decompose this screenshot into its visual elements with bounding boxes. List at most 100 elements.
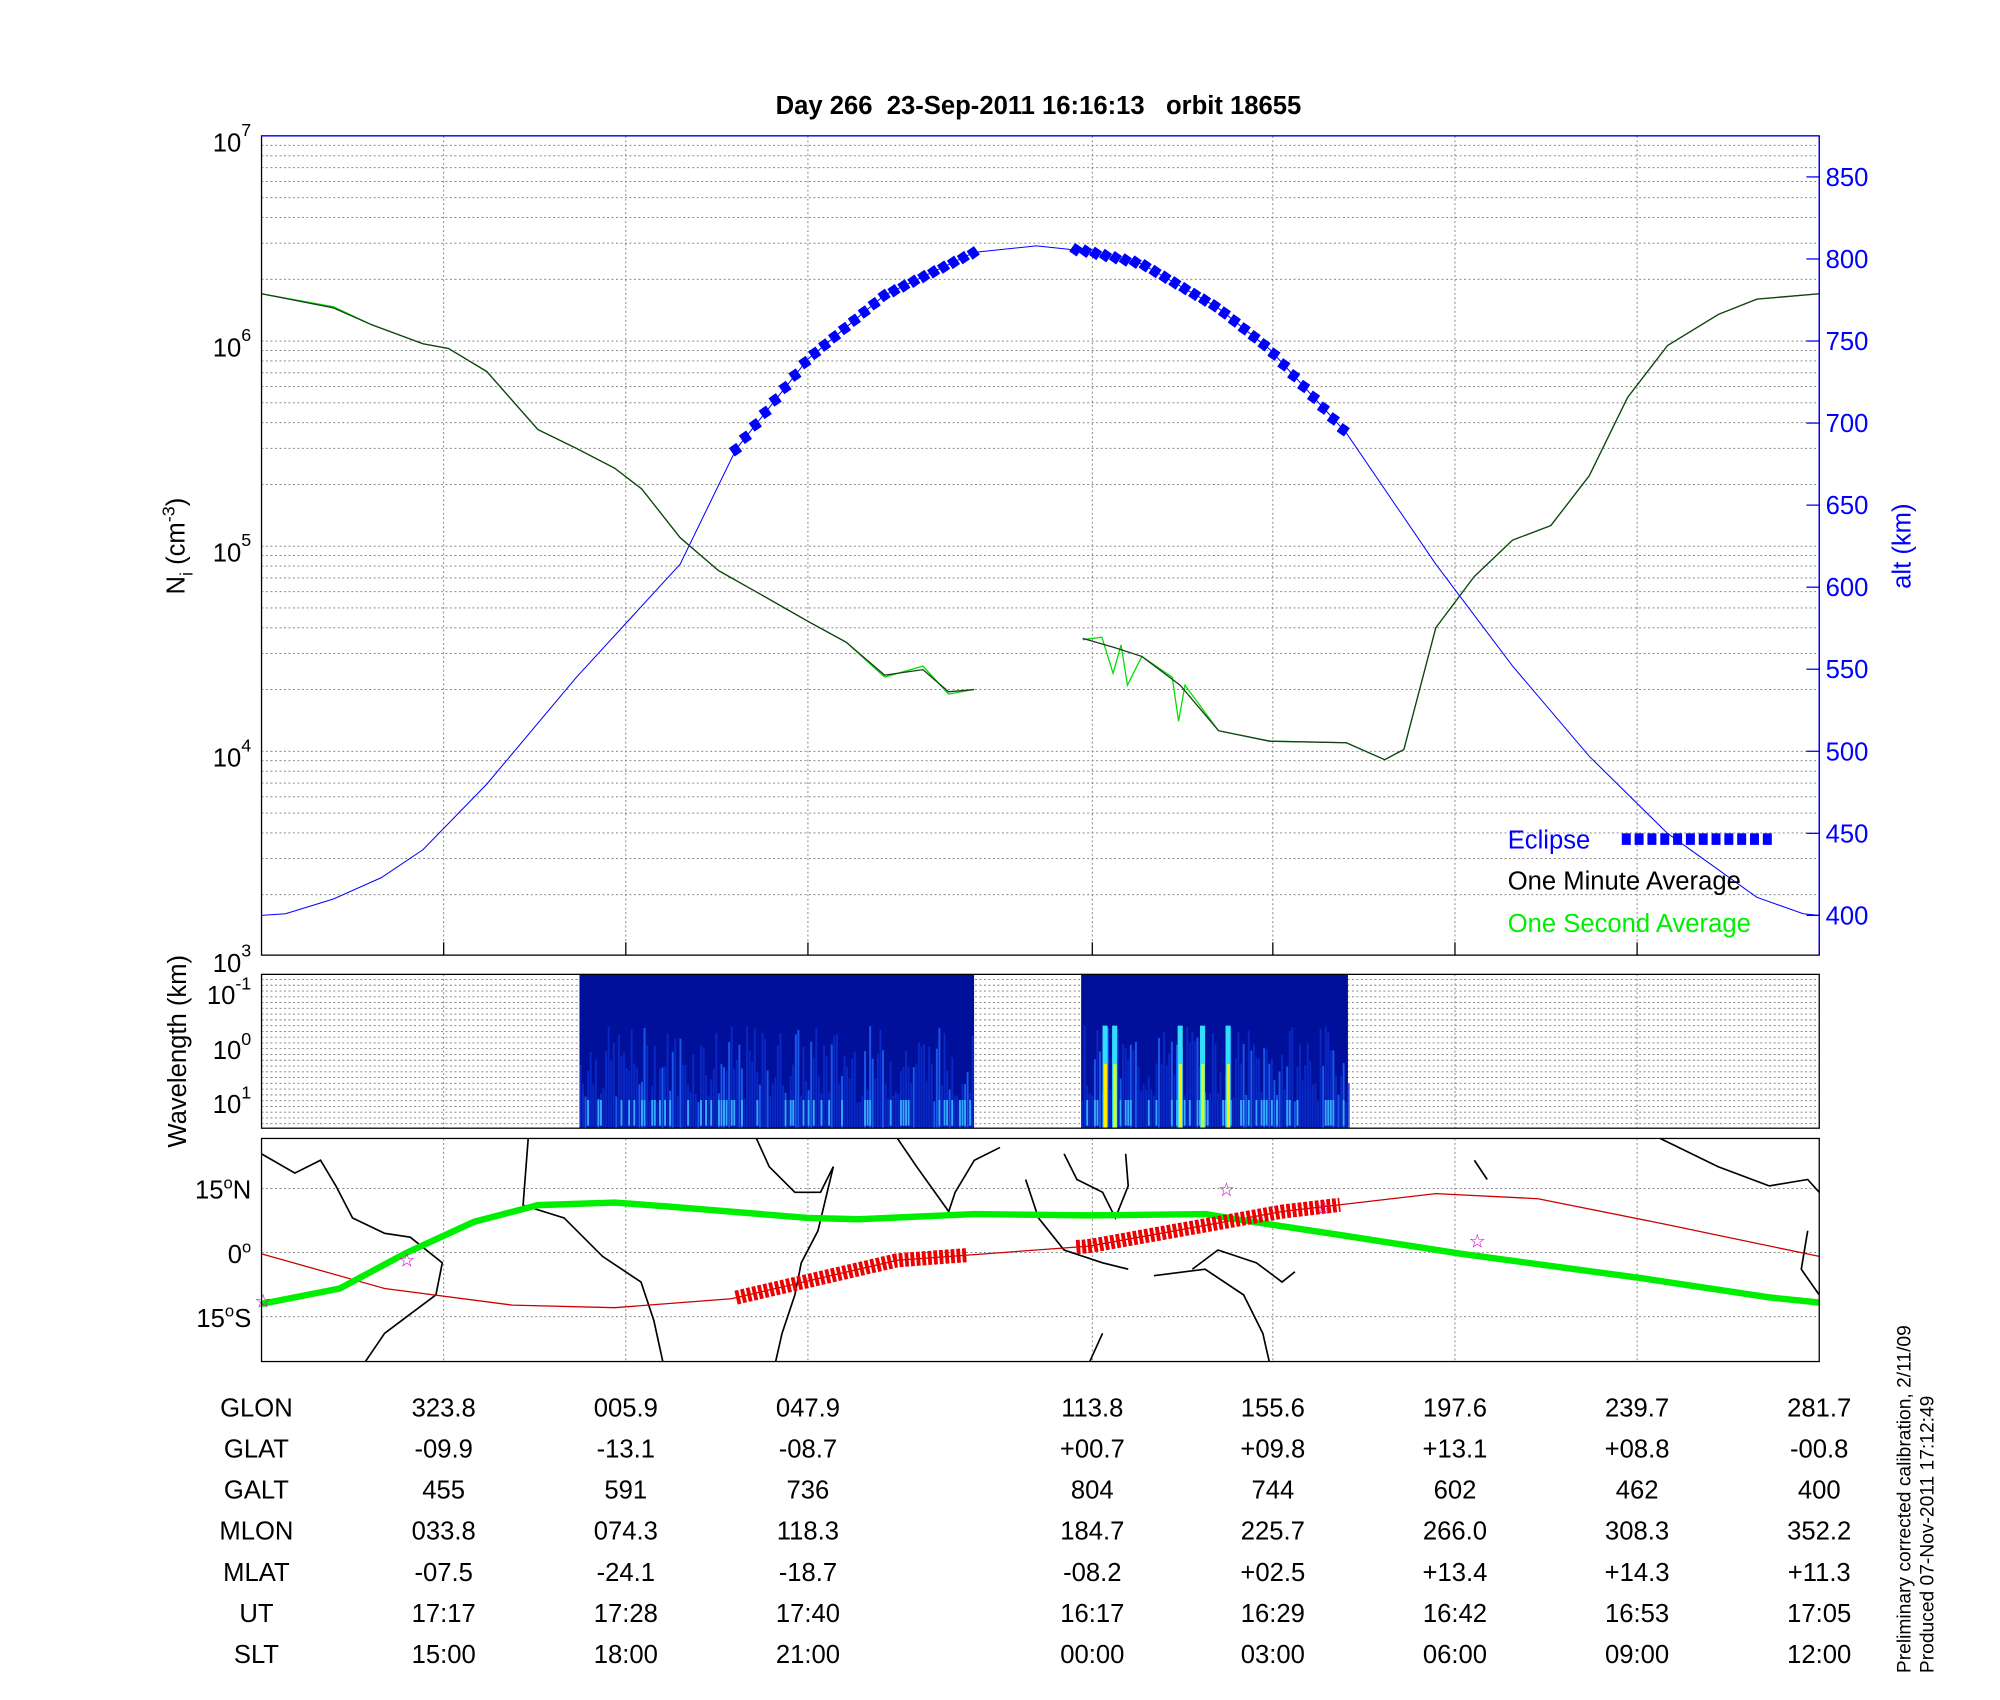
spectrogram-column	[946, 1100, 949, 1126]
spectrogram-column	[1191, 1031, 1194, 1129]
spectrogram-column	[687, 1100, 690, 1126]
spectrogram-column	[1281, 1054, 1284, 1129]
table-cell: -09.9	[414, 1436, 472, 1464]
spectrogram-column	[592, 1084, 595, 1129]
legend-eclipse-square	[1750, 833, 1759, 845]
table-cell: 736	[787, 1477, 830, 1505]
spectrogram-column	[694, 1094, 697, 1129]
spectrogram-column	[871, 1058, 874, 1129]
spectrogram-column	[674, 1038, 677, 1129]
coastline	[261, 1153, 444, 1363]
spectrogram-column	[682, 1064, 684, 1129]
eclipse-marker	[857, 305, 871, 319]
eclipse-marker	[1188, 287, 1202, 302]
y-axis-label: Ni (cm-3)	[158, 498, 196, 595]
spectrogram-peak	[1103, 1064, 1108, 1129]
spectrogram-column	[1214, 1043, 1217, 1129]
eclipse-track-segment	[1075, 1197, 1341, 1255]
eclipse-marker	[827, 330, 842, 344]
spectrogram-column	[1152, 1095, 1155, 1129]
eclipse-marker	[768, 393, 782, 407]
spectrogram-column	[1158, 1037, 1160, 1129]
spectrogram-column	[638, 1084, 641, 1129]
table-row-label: GLON	[220, 1395, 293, 1423]
density-panel: 107 106 105 104 103 850 800 750 700 650 600 550 500 4…	[213, 120, 1869, 1362]
spectrogram-column	[1175, 1044, 1178, 1129]
legend-second-label: One Second Average	[1508, 910, 1751, 938]
y-tick-label: 103	[213, 940, 252, 977]
star-marker: ☆	[1218, 1180, 1235, 1201]
spectrogram-peak	[1226, 1064, 1231, 1129]
eclipse-marker	[1207, 299, 1222, 313]
spectrogram-column	[753, 1028, 756, 1129]
legend-eclipse-square	[1698, 833, 1708, 845]
spectrogram-column	[1340, 1075, 1343, 1129]
spectrogram-column	[1173, 1075, 1176, 1129]
table-cell: -08.7	[779, 1436, 837, 1464]
spectrogram-column	[792, 1100, 795, 1126]
eclipse-marker	[1326, 412, 1340, 426]
spectrogram-column	[930, 1064, 933, 1129]
table-cell: 155.6	[1241, 1395, 1305, 1423]
spectrogram-column	[1093, 1059, 1096, 1129]
spectrogram-column	[787, 1100, 790, 1129]
spectrogram-column	[582, 1083, 584, 1129]
spectrogram-column	[1301, 1080, 1304, 1129]
eclipse-marker	[1158, 270, 1172, 284]
y2-tick-label: 750	[1826, 328, 1869, 356]
eclipse-marker	[1267, 347, 1281, 361]
spectrogram-column	[702, 1047, 705, 1129]
altitude-line	[261, 245, 1820, 916]
table-cell: 281.7	[1787, 1395, 1851, 1423]
spectrogram-column	[1175, 1100, 1178, 1126]
y2-tick-label: 600	[1826, 574, 1869, 602]
spectrogram-column	[869, 1100, 872, 1126]
spectrogram-column	[617, 1034, 620, 1129]
spectrogram-column	[953, 1095, 956, 1129]
coastline	[1659, 1137, 1820, 1193]
table-cell: +13.4	[1423, 1559, 1488, 1587]
spectrogram-column	[710, 1100, 713, 1126]
star-marker: ☆	[1469, 1231, 1486, 1252]
table-cell: 225.7	[1241, 1518, 1305, 1546]
spectrogram-column	[733, 1100, 736, 1126]
table-cell: +13.1	[1423, 1436, 1488, 1464]
eclipse-marker	[758, 405, 772, 420]
spectrogram-column	[912, 1067, 915, 1129]
spectrogram-y-tick: 10-1	[207, 974, 251, 1010]
spectrogram-column	[1168, 1053, 1171, 1129]
spectrogram-column	[925, 1080, 928, 1129]
spectrogram-column	[815, 1028, 818, 1129]
y2-tick-label: 400	[1826, 902, 1869, 930]
spectrogram-column	[833, 1036, 836, 1129]
spectrogram-column	[712, 1068, 715, 1129]
table-cell: 005.9	[594, 1395, 658, 1423]
table-cell: 17:40	[776, 1600, 840, 1628]
spectrogram-column	[643, 1028, 646, 1129]
spectrogram-column	[1186, 1026, 1189, 1129]
spectrogram-column	[1329, 1100, 1332, 1126]
spectrogram-column	[1263, 1100, 1266, 1126]
eclipse-track-segment	[734, 1248, 969, 1305]
spectrogram-column	[1109, 1089, 1112, 1129]
spectrogram-column	[810, 1041, 813, 1129]
table-cell: 113.8	[1061, 1395, 1123, 1423]
spectrogram-column	[966, 1072, 969, 1129]
spectrogram-peak	[1113, 1064, 1117, 1129]
spectrogram-column	[897, 1093, 900, 1129]
spectrogram-column	[1265, 1049, 1268, 1129]
spectrogram-column	[735, 1059, 738, 1129]
spectrogram-column	[887, 1098, 890, 1129]
eclipse-marker	[897, 279, 911, 293]
eclipse-marker	[1306, 390, 1321, 405]
y2-tick-label: 650	[1826, 492, 1869, 520]
spectrogram-column	[741, 1100, 743, 1126]
legend-eclipse-square	[1737, 833, 1747, 845]
spectrogram-column	[1278, 1071, 1281, 1129]
y2-tick-label: 850	[1826, 164, 1869, 192]
spectrogram-column	[1124, 1100, 1127, 1126]
spectrogram-column	[902, 1067, 905, 1129]
spectrogram-column	[1242, 1100, 1245, 1126]
spectrogram-column	[1083, 1025, 1086, 1129]
